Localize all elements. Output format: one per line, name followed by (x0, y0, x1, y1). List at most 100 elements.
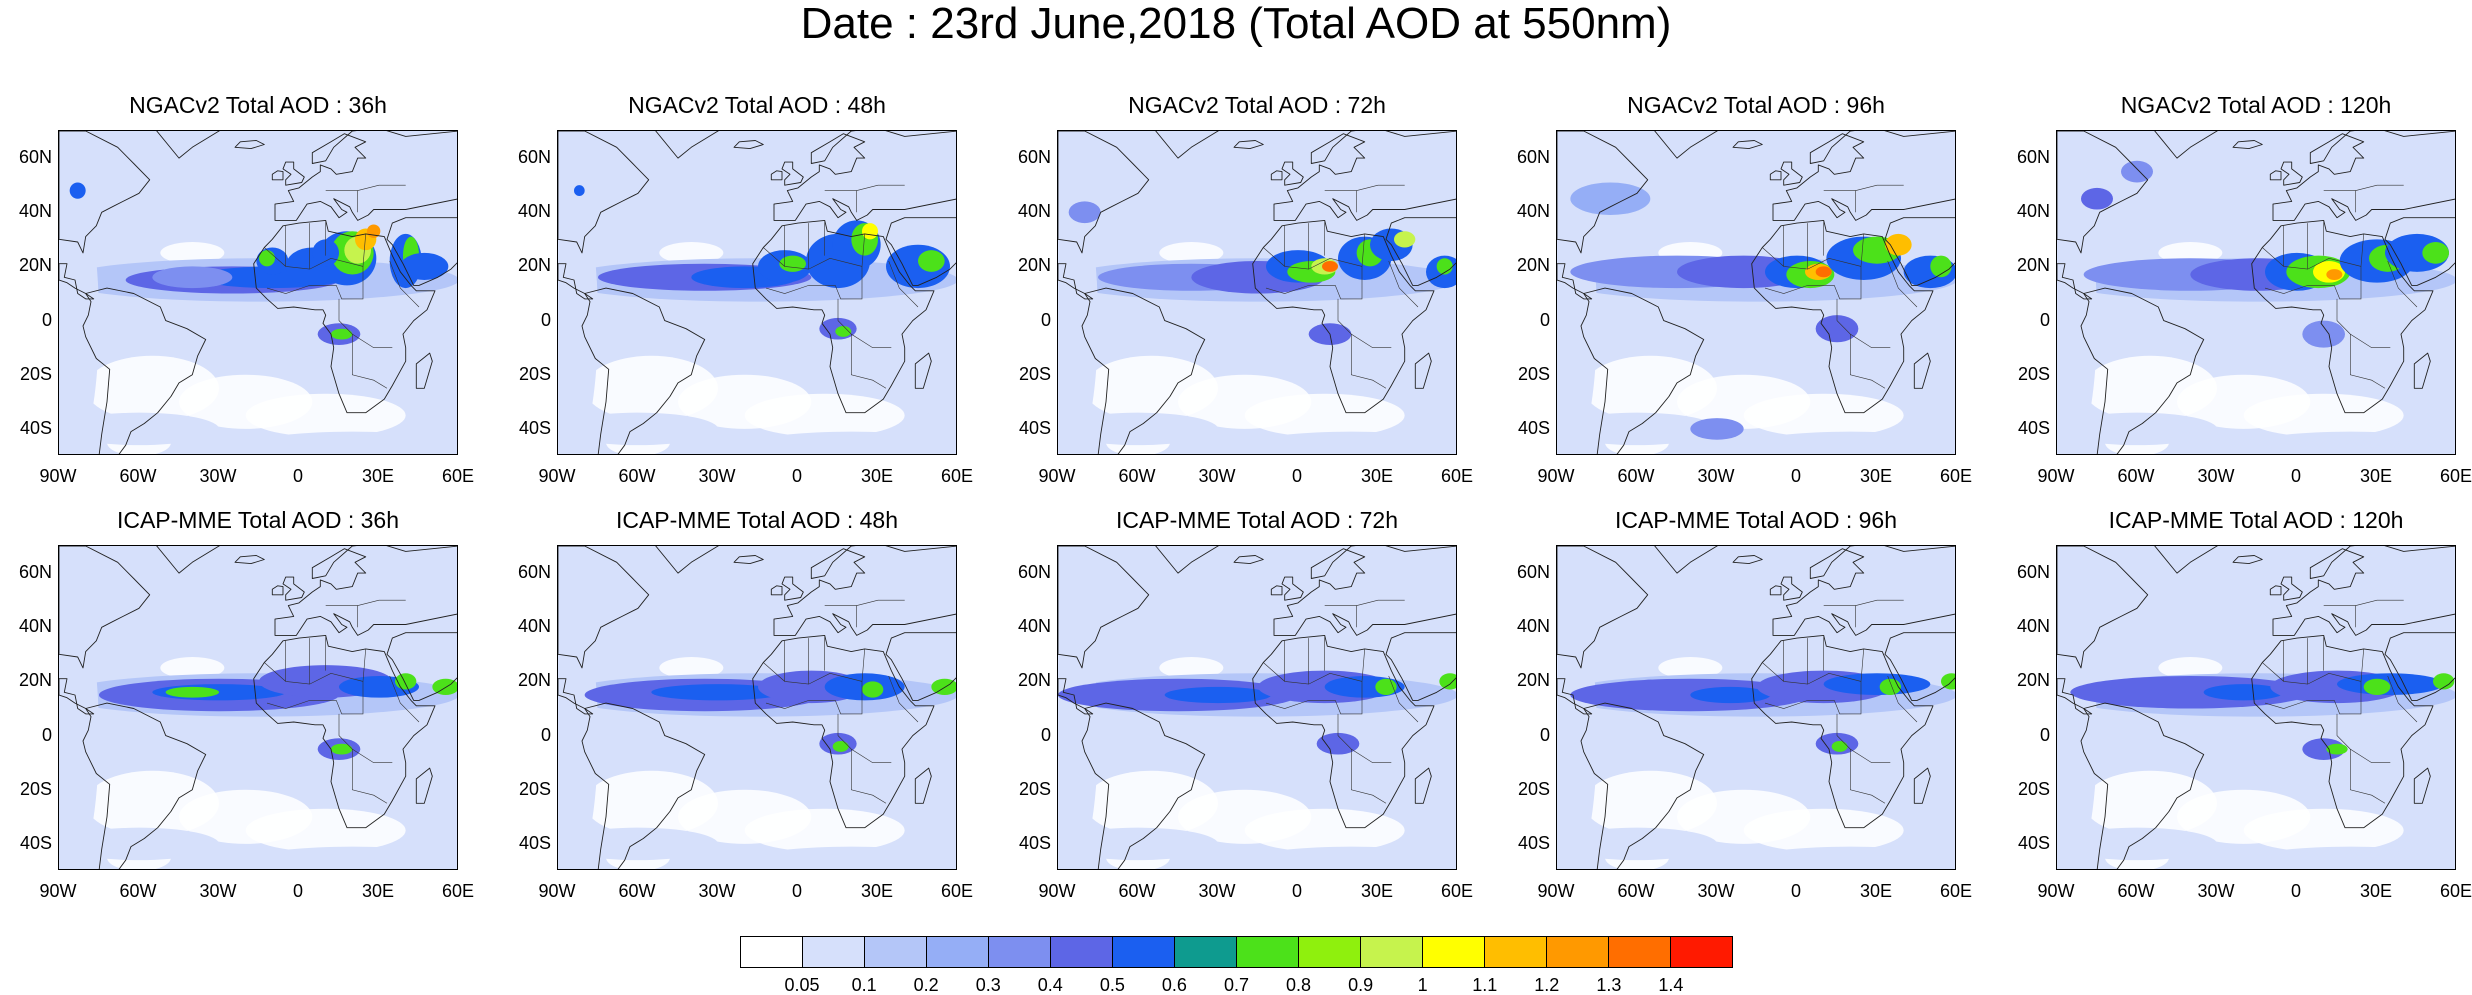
aod-plume (1823, 673, 1931, 695)
country-border (824, 190, 858, 213)
panel-title: ICAP-MME Total AOD : 48h (615, 507, 899, 533)
lon-tick-label: 90W (2037, 881, 2075, 901)
colorbar-label: 0.6 (1161, 975, 1187, 995)
coastline (1058, 263, 1094, 300)
lat-tick-label: 20N (2016, 670, 2050, 691)
aod-plume (1690, 686, 1771, 704)
coastline (2280, 161, 2303, 186)
coastline (253, 219, 436, 414)
lat-tick-label: 20N (1516, 255, 1550, 276)
aod-clean-patch (1244, 393, 1405, 438)
coastline (558, 263, 594, 300)
aod-plume (259, 250, 275, 267)
country-border (1762, 662, 1862, 715)
coastline (1081, 702, 1206, 869)
country-border (1887, 675, 1918, 723)
country-border (1855, 184, 1904, 191)
aod-plume (2433, 673, 2455, 690)
aod-clean-patch (1244, 808, 1405, 853)
country-border (763, 247, 863, 300)
coastline (655, 546, 719, 574)
coastline (1273, 546, 1456, 636)
coastline (2057, 131, 2149, 254)
lat-tick-label: 20N (517, 670, 551, 691)
aod-plume (152, 266, 233, 289)
colorbar-swatch (1237, 937, 1299, 967)
colorbar-label: 1.4 (1658, 975, 1684, 995)
colorbar-label: 0.4 (1037, 975, 1063, 995)
country-border (1823, 190, 1857, 213)
country-border (1762, 247, 1862, 300)
aod-plume (339, 136, 457, 180)
aod-plume (1557, 827, 1717, 861)
aod-plume (1068, 201, 1101, 224)
colorbar-swatch (989, 937, 1051, 967)
country-border (856, 184, 905, 191)
aod-clean-patch (1658, 657, 1723, 679)
aod-plume (1338, 136, 1456, 180)
lon-tick-label: 30W (698, 466, 736, 486)
map-panel-ngacv2-96h (1556, 130, 1956, 455)
lat-tick-label: 40S (518, 832, 551, 853)
lon-tick-label: 60W (1118, 466, 1156, 486)
lon-tick-label: 60W (2117, 881, 2155, 901)
coastline (885, 632, 956, 701)
country-border (2360, 648, 2364, 682)
coastline (156, 546, 220, 574)
aod-map (1058, 546, 1456, 869)
lon-tick-label: 60E (2439, 881, 2472, 901)
lon-tick-label: 30W (2197, 466, 2235, 486)
lon-tick-label: 0 (2290, 881, 2301, 901)
aod-plume (1439, 673, 1456, 690)
lat-tick-label: 20S (2017, 778, 2050, 799)
country-border (1337, 713, 1392, 763)
coastline (773, 131, 956, 221)
coastline (2057, 263, 2093, 300)
country-border (1855, 599, 1904, 606)
aod-plume (758, 431, 945, 454)
coastline (1580, 702, 1705, 869)
panel-title: NGACv2 Total AOD : 48h (628, 92, 886, 118)
aod-plume (651, 684, 785, 701)
colorbar-label: 0.9 (1348, 975, 1374, 995)
aod-plume (2057, 827, 2217, 861)
country-border (850, 334, 887, 389)
lat-tick-label: 40N (1017, 616, 1051, 637)
aod-plume (1557, 600, 1597, 869)
lon-tick-label: 60W (119, 466, 157, 486)
lon-tick-label: 60W (618, 466, 656, 486)
lat-tick-label: 20S (19, 778, 52, 799)
lat-tick-label: 0 (2039, 309, 2050, 330)
lat-tick-label: 20N (1017, 670, 1051, 691)
lat-tick-label: 40S (1018, 832, 1051, 853)
colorbar-label: 1.3 (1596, 975, 1622, 995)
coastline (1580, 287, 1705, 454)
aod-plume (931, 678, 956, 695)
lon-tick-label: 30W (1198, 881, 1236, 901)
country-border (888, 260, 919, 308)
country-border (1849, 334, 1886, 389)
map-panel-icap-mme-120h (2056, 545, 2456, 870)
lat-tick-label: 20S (1018, 778, 1051, 799)
lon-tick-label: 0 (791, 466, 802, 486)
map-panel-icap-mme-72h (1057, 545, 1457, 870)
coastline (1772, 131, 1955, 221)
lon-tick-label: 90W (39, 881, 77, 901)
lon-tick-label: 30W (1198, 466, 1236, 486)
coastline (1233, 555, 1264, 565)
colorbar-label: 0.3 (975, 975, 1001, 995)
lon-tick-label: 90W (1038, 881, 1076, 901)
aod-clean-patch (2243, 808, 2404, 853)
aod-plume (1375, 678, 1397, 695)
aod-plume (1879, 678, 1901, 695)
aod-plume (1394, 231, 1416, 248)
aod-plume (2363, 678, 2391, 695)
coastline (914, 767, 932, 804)
aod-plume (1322, 261, 1338, 272)
coastline (2057, 678, 2093, 715)
coastline (59, 546, 151, 669)
country-border (357, 599, 406, 606)
lat-tick-label: 20N (18, 670, 52, 691)
aod-plume (1338, 551, 1456, 595)
country-border (2349, 334, 2386, 389)
